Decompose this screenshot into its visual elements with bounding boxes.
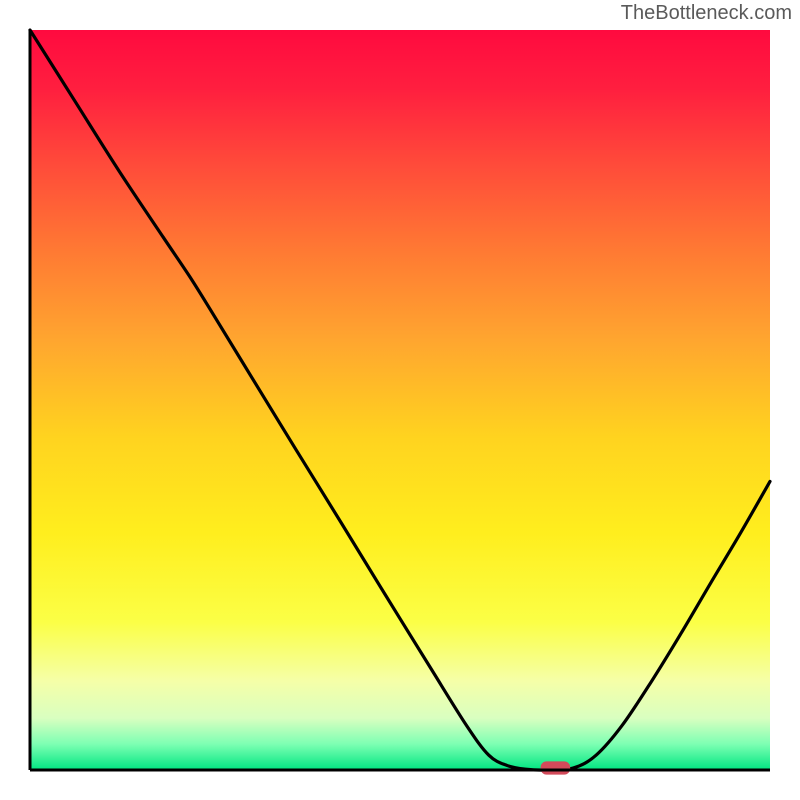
bottleneck-chart <box>0 0 800 800</box>
chart-container: TheBottleneck.com <box>0 0 800 800</box>
plot-background <box>30 30 770 770</box>
watermark-text: TheBottleneck.com <box>621 2 792 25</box>
optimal-marker <box>541 761 571 774</box>
